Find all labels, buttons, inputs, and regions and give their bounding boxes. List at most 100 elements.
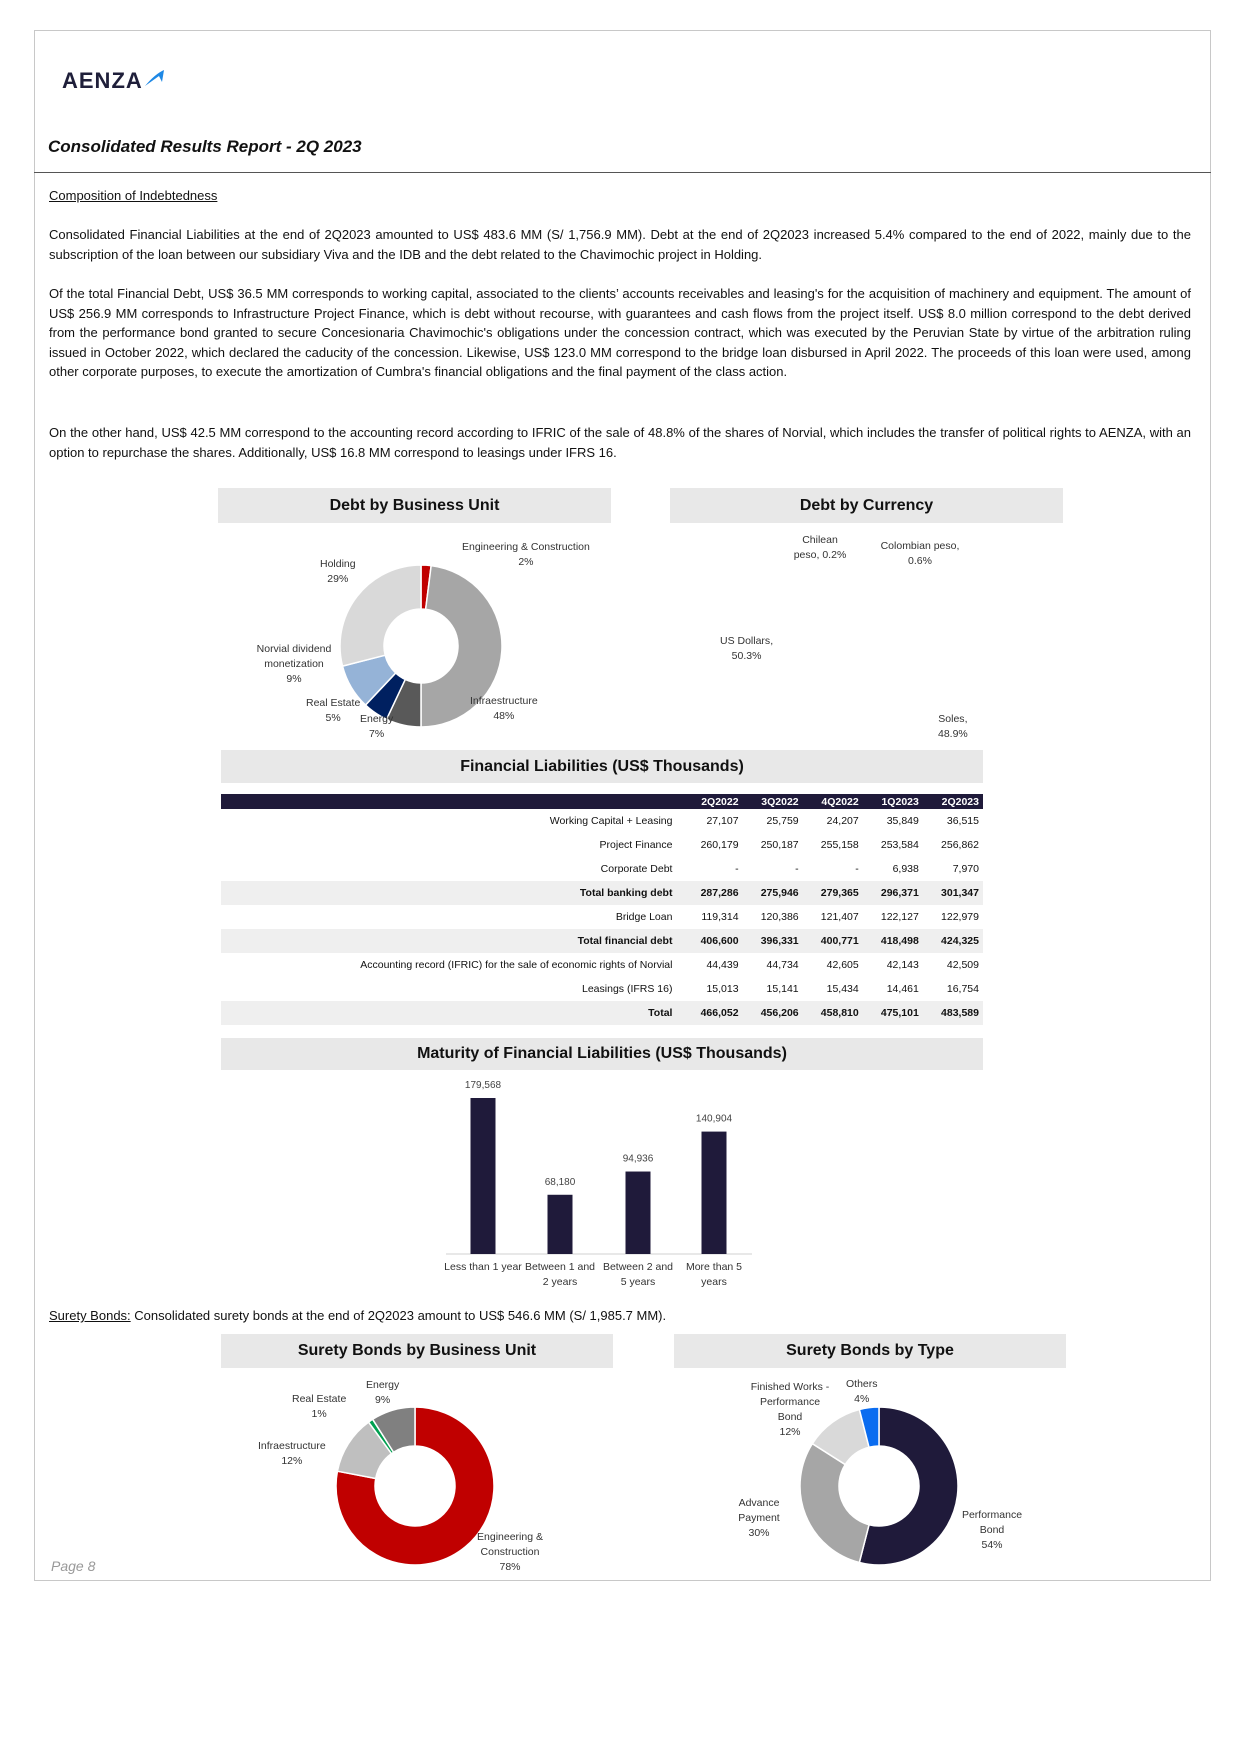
- x-label: Less than 1 year: [444, 1261, 522, 1273]
- cell: 42,509: [946, 959, 979, 971]
- row-label: Corporate Debt: [600, 863, 673, 875]
- label-soles: Soles, 48.9%: [938, 713, 968, 740]
- cell: 466,052: [682, 1001, 743, 1025]
- paragraph-2: Of the total Financial Debt, US$ 36.5 MM…: [49, 286, 1191, 380]
- table-title: Financial Liabilities (US$ Thousands): [221, 750, 983, 783]
- donut-slice: [799, 1442, 870, 1564]
- cell: 42,143: [886, 959, 919, 971]
- bar: [547, 1194, 573, 1254]
- cell: 42,605: [826, 959, 859, 971]
- cell: 296,371: [862, 881, 923, 905]
- cell: 6,938: [892, 863, 919, 875]
- row-label: Accounting record (IFRIC) for the sale o…: [360, 959, 673, 971]
- table-row: Total financial debt 406,600 396,331 400,77…: [221, 929, 983, 953]
- label-sb-infra: Infraestructure 12%: [258, 1440, 326, 1467]
- row-label: Total banking debt: [221, 881, 683, 905]
- label-st-advance: Advance Payment 30%: [738, 1497, 780, 1539]
- cell: 35,849: [886, 815, 919, 827]
- cell: 279,365: [802, 881, 863, 905]
- table-row: Total banking debt 287,286 275,946 279,365 2…: [221, 881, 983, 905]
- row-label: Project Finance: [599, 839, 673, 851]
- bar-value-label: 68,180: [545, 1177, 576, 1188]
- cell: 256,862: [941, 839, 979, 851]
- col-header: 2Q2023: [922, 794, 983, 809]
- table-row: Bridge Loan 119,314 120,386 121,407 122,127 1…: [221, 905, 983, 929]
- cell: 44,439: [706, 959, 739, 971]
- table-row: Working Capital + Leasing 27,107 25,759 24,…: [221, 809, 983, 833]
- donut-slice: [335, 1406, 495, 1566]
- page-number: Page 8: [51, 1558, 96, 1574]
- cell: -: [795, 863, 799, 875]
- row-label: Leasings (IFRS 16): [582, 983, 673, 995]
- cell: 14,461: [886, 983, 919, 995]
- donut-slice: [420, 564, 503, 728]
- cell: 456,206: [742, 1001, 803, 1025]
- paragraph-3: On the other hand, US$ 42.5 MM correspon…: [49, 425, 1191, 460]
- cell: 253,584: [880, 839, 919, 851]
- label-energy: Energy 7%: [360, 713, 394, 740]
- label-st-finished: Finished Works - Performance Bond 12%: [750, 1381, 830, 1438]
- table-row: Total 466,052 456,206 458,810 475,101 483,589: [221, 1001, 983, 1025]
- row-label: Total: [221, 1001, 683, 1025]
- cell: 15,434: [826, 983, 859, 995]
- cell: 260,179: [700, 839, 739, 851]
- donut-slice: [339, 564, 422, 668]
- cell: 301,347: [922, 881, 983, 905]
- cell: 122,979: [941, 911, 979, 923]
- col-header: 2Q2022: [682, 794, 743, 809]
- cell: 119,314: [701, 911, 739, 923]
- table-row: Project Finance 260,179 250,187 255,158 253,…: [221, 833, 983, 857]
- label-usd: US Dollars, 50.3%: [720, 635, 774, 662]
- label-ec: Engineering & Construction 2%: [462, 541, 590, 568]
- cell: 121,407: [820, 911, 859, 923]
- col-header: 1Q2023: [862, 794, 923, 809]
- table-header-row: 2Q2022 3Q2022 4Q2022 1Q2023 2Q2023: [221, 794, 983, 809]
- cell: 406,600: [682, 929, 743, 953]
- cell: 275,946: [742, 881, 803, 905]
- donut-slice: [858, 1406, 959, 1566]
- chart-title-debt-bu: Debt by Business Unit: [218, 488, 611, 523]
- label-st-others: Others 4%: [846, 1378, 878, 1405]
- table-row: Leasings (IFRS 16) 15,013 15,141 15,434 14,4…: [221, 977, 983, 1001]
- aenza-logo: AENZA: [62, 68, 165, 94]
- bar: [625, 1171, 651, 1254]
- divider: [34, 172, 1211, 173]
- cell: 120,386: [760, 911, 799, 923]
- cell: -: [855, 863, 859, 875]
- x-label: Between 2 and 5 years: [602, 1261, 674, 1288]
- cell: 400,771: [802, 929, 863, 953]
- logo-swoosh-icon: [144, 70, 164, 86]
- table-row: Accounting record (IFRIC) for the sale o…: [221, 953, 983, 977]
- table-row: Corporate Debt - - - 6,938 7,970: [221, 857, 983, 881]
- bar: [470, 1098, 496, 1254]
- cell: 36,515: [946, 815, 979, 827]
- label-sb-real-estate: Real Estate 1%: [292, 1393, 347, 1420]
- col-header: 3Q2022: [742, 794, 803, 809]
- cell: 475,101: [862, 1001, 923, 1025]
- bar-value-label: 94,936: [623, 1154, 654, 1165]
- label-sb-energy: Energy 9%: [366, 1379, 400, 1406]
- row-label: Bridge Loan: [615, 911, 673, 923]
- label-chilean: Chilean peso, 0.2%: [793, 534, 847, 561]
- chart-title-surety-bu: Surety Bonds by Business Unit: [221, 1334, 613, 1368]
- cell: 418,498: [862, 929, 923, 953]
- cell: 44,734: [766, 959, 799, 971]
- paragraph-1: Consolidated Financial Liabilities at th…: [49, 227, 1191, 262]
- cell: 27,107: [706, 815, 739, 827]
- cell: 15,141: [766, 983, 799, 995]
- chart-title-surety-type: Surety Bonds by Type: [674, 1334, 1066, 1368]
- label-sb-ec: Engineering & Construction 78%: [477, 1531, 543, 1573]
- section-heading: Composition of Indebtedness: [49, 188, 218, 203]
- donut-slice: [858, 1406, 880, 1449]
- report-title: Consolidated Results Report - 2Q 2023: [48, 137, 362, 156]
- cell: 24,207: [826, 815, 859, 827]
- bar: [701, 1131, 727, 1254]
- label-norvial: Norvial dividend monetization 9%: [256, 643, 332, 685]
- label-colombian: Colombian peso, 0.6%: [880, 540, 960, 567]
- label-real-estate: Real Estate 5%: [306, 697, 361, 724]
- bar-value-label: 179,568: [465, 1080, 502, 1091]
